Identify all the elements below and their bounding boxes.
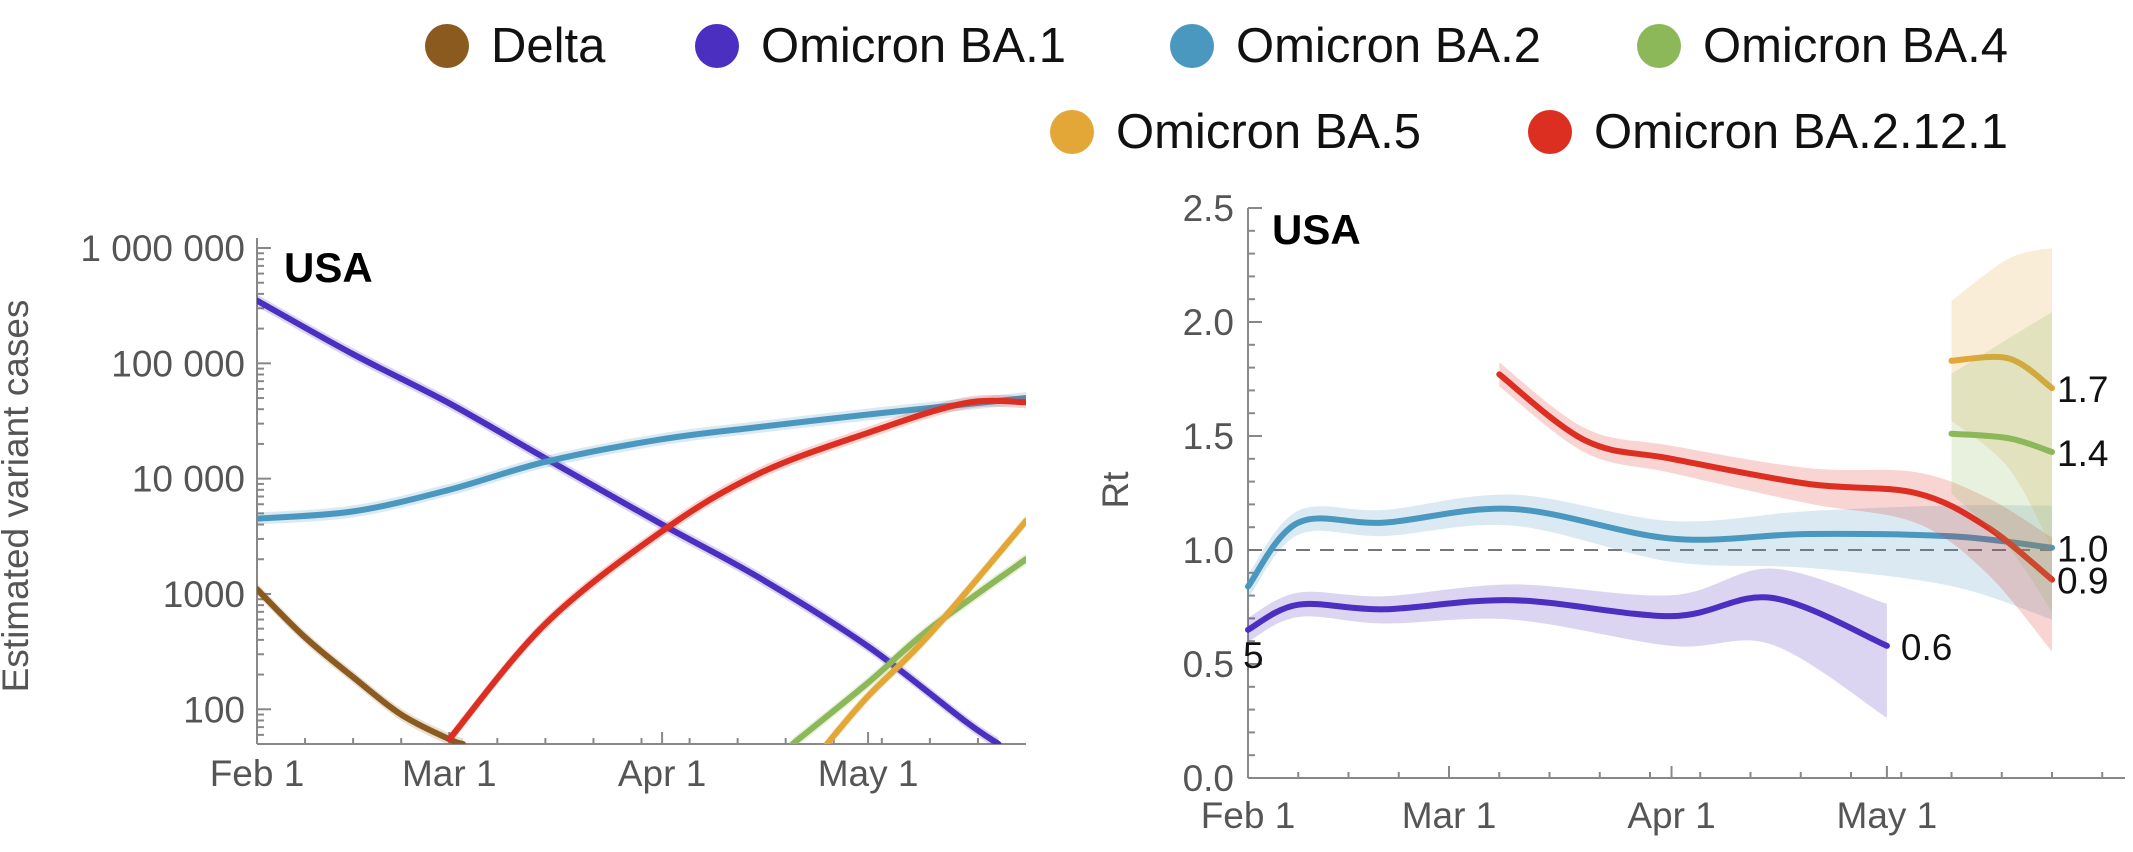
series-band (1248, 494, 2052, 620)
series-band (1951, 248, 2052, 549)
y-tick-label: 0.0 (1183, 758, 1234, 799)
legend-item: Omicron BA.5 (1050, 102, 1421, 162)
y-tick-label: 2.0 (1183, 302, 1234, 343)
series-group (257, 294, 1026, 744)
series-line (257, 395, 1026, 522)
series-line (823, 517, 1026, 744)
y-axis-label: Estimated variant cases (0, 300, 36, 693)
x-tick-label: May 1 (818, 753, 919, 794)
panel-title: USA (1272, 206, 1361, 253)
series-band (1499, 362, 2052, 652)
y-tick-label: 1.0 (1183, 530, 1234, 571)
series-band (826, 514, 1026, 744)
series-end-label: 0.6 (1901, 627, 1952, 668)
y-tick-label: 100 000 (111, 343, 245, 384)
legend: Delta Omicron BA.1 Omicron BA.2 Omicron BA.… (0, 0, 2133, 170)
legend-label: Omicron BA.2.12.1 (1594, 105, 2008, 159)
series-end-label: 0.9 (2057, 561, 2108, 602)
legend-item: Omicron BA.2.12.1 (1528, 102, 2008, 162)
x-tick-label: Feb 1 (1201, 795, 1296, 836)
series-line (1245, 594, 1890, 649)
series-end-label: 1.4 (2057, 433, 2108, 474)
series-end-label: 1.7 (2057, 369, 2108, 410)
legend-swatch (1528, 110, 1572, 154)
y-axis-label: Rt (1095, 471, 1136, 509)
series-band (257, 583, 463, 744)
y-tick-label: 1000 (163, 574, 245, 615)
x-tick-label: May 1 (1837, 795, 1938, 836)
y-tick-label: 10 000 (132, 459, 245, 500)
legend-item: Delta (425, 16, 605, 76)
y-tick-label: 2.5 (1183, 188, 1234, 229)
legend-item: Omicron BA.2 (1170, 16, 1541, 76)
legend-swatch (425, 24, 469, 68)
cases-chart: 1 000 000 100 000 10 000 1000 100 Feb 1 Mar 1 A… (0, 228, 1026, 794)
legend-swatch (1637, 24, 1681, 68)
series-start-label: 5 (1243, 635, 1264, 676)
legend-swatch (1050, 110, 1094, 154)
series-end-label: 1.0 (2057, 529, 2108, 570)
series-line (446, 397, 1026, 743)
series-line (1948, 430, 2055, 455)
series-band (1951, 312, 2052, 612)
series-line (789, 556, 1026, 744)
series-line (257, 586, 466, 744)
x-tick-label: Apr 1 (1627, 795, 1715, 836)
legend-label: Omicron BA.5 (1116, 105, 1421, 159)
y-tick-label: 1 000 000 (80, 228, 245, 269)
x-tick-label: Mar 1 (402, 753, 497, 794)
x-tick-label: Apr 1 (618, 753, 706, 794)
legend-item: Omicron BA.4 (1637, 16, 2008, 76)
legend-label: Omicron BA.1 (761, 19, 1066, 73)
legend-label: Delta (491, 19, 606, 73)
y-tick-label: 100 (183, 689, 245, 730)
legend-swatch (1170, 24, 1214, 68)
rt-chart: 0.0 0.5 1.0 1.5 2.0 2.5 Feb 1 Mar 1 Apr 1 May 1 Rt… (1095, 188, 2125, 836)
series-line (1948, 353, 2055, 392)
legend-item: Omicron BA.1 (695, 16, 1066, 76)
series-band (1248, 568, 1887, 718)
x-tick-label: Mar 1 (1402, 795, 1497, 836)
series-line (1245, 505, 2055, 590)
panel-title: USA (284, 244, 373, 291)
y-tick-label: 0.5 (1183, 644, 1234, 685)
series-line (1496, 371, 2055, 583)
legend-swatch (695, 24, 739, 68)
legend-label: Omicron BA.4 (1703, 19, 2008, 73)
series-line (257, 297, 1002, 744)
x-tick-label: Feb 1 (210, 753, 305, 794)
y-tick-label: 1.5 (1183, 416, 1234, 457)
legend-label: Omicron BA.2 (1236, 19, 1541, 73)
